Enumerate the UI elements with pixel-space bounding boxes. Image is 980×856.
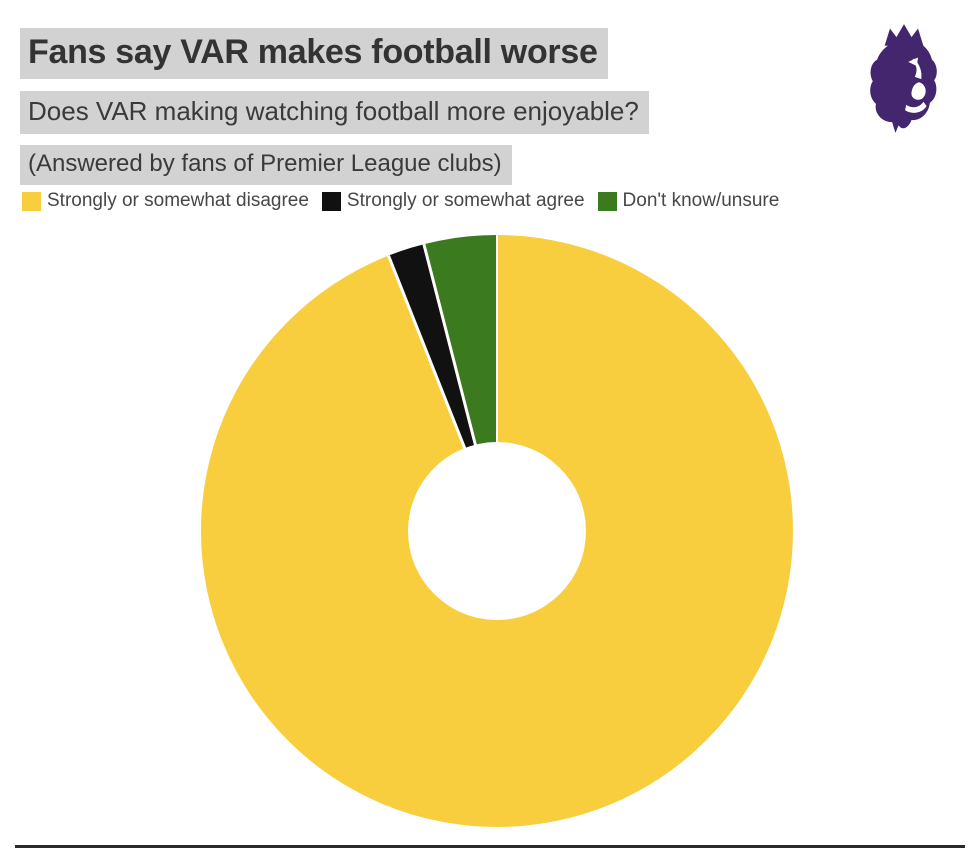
legend: Strongly or somewhat disagree Strongly o… [22, 190, 779, 212]
donut-hole [408, 442, 586, 620]
legend-swatch-disagree [22, 191, 41, 211]
premier-league-logo [860, 22, 948, 134]
page-title: Fans say VAR makes football worse [20, 28, 608, 79]
lion-crown-icon [870, 24, 937, 133]
legend-swatch-agree [321, 191, 341, 211]
slice-separator [495, 235, 499, 531]
donut-chart [201, 235, 793, 827]
page-note: (Answered by fans of Premier League club… [20, 145, 512, 185]
legend-swatch-unsure [597, 191, 617, 211]
page-subtitle: Does VAR making watching football more e… [20, 91, 649, 134]
legend-label-disagree: Strongly or somewhat disagree [47, 190, 309, 211]
legend-item-disagree: Strongly or somewhat disagree [22, 190, 309, 212]
footer-rule [15, 845, 965, 848]
header: Fans say VAR makes football worse Does V… [0, 0, 980, 185]
legend-label-agree: Strongly or somewhat agree [346, 190, 585, 211]
legend-label-unsure: Don't know/unsure [622, 190, 780, 211]
legend-item-unsure: Don't know/unsure [597, 190, 780, 212]
legend-item-agree: Strongly or somewhat agree [321, 190, 585, 212]
